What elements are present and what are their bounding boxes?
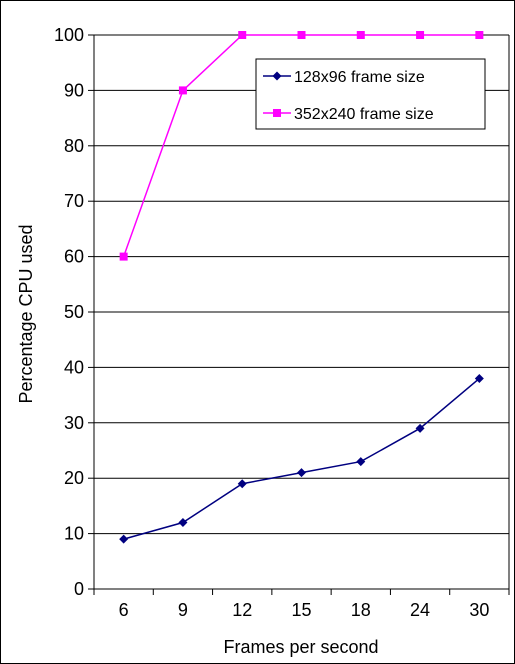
legend-box	[255, 58, 486, 130]
data-point	[297, 468, 306, 478]
data-point	[119, 252, 128, 261]
data-point	[119, 534, 129, 544]
y-tick-label: 40	[64, 357, 84, 377]
y-tick-label: 30	[64, 413, 84, 433]
x-tick-label: 30	[469, 600, 489, 620]
x-tick-label: 24	[410, 600, 430, 620]
y-tick-label: 70	[64, 191, 84, 211]
legend-swatch-marker	[273, 109, 281, 117]
data-point	[237, 479, 247, 489]
x-axis-title: Frames per second	[223, 637, 378, 657]
legend: 128x96 frame size 352x240 frame size	[255, 58, 486, 130]
y-axis-title: Percentage CPU used	[16, 224, 36, 403]
data-point	[356, 31, 365, 39]
axes	[88, 34, 510, 595]
x-tick-label: 15	[291, 600, 311, 620]
legend-swatch-marker	[272, 71, 282, 81]
series-line	[123, 377, 480, 540]
y-tick-label: 90	[64, 80, 84, 100]
y-tick-label: 10	[64, 524, 84, 544]
series-1	[119, 373, 484, 544]
legend-entry: 128x96 frame size	[294, 69, 425, 86]
data-point	[416, 31, 425, 39]
y-tick-label: 80	[64, 136, 84, 156]
series-group	[119, 31, 484, 544]
legend-entry: 352x240 frame size	[294, 106, 434, 123]
y-tick-labels: 0 10 20 30 40 50 60 70 80 90 100	[54, 25, 84, 599]
y-tick-label: 20	[64, 468, 84, 488]
data-point	[297, 31, 306, 39]
data-point	[178, 86, 187, 95]
data-point	[238, 31, 247, 39]
y-tick-label: 50	[64, 302, 84, 322]
y-tick-label: 60	[64, 247, 84, 267]
series-2	[119, 31, 484, 261]
x-tick-label: 18	[351, 600, 371, 620]
data-point	[356, 457, 366, 467]
y-tick-label: 0	[74, 579, 84, 599]
y-tick-label: 100	[54, 25, 84, 45]
x-tick-labels: 6 9 12 15 18 24 30	[119, 600, 490, 620]
x-tick-label: 6	[119, 600, 129, 620]
data-point	[178, 518, 188, 528]
data-point	[474, 373, 484, 383]
data-point	[475, 31, 484, 39]
x-tick-label: 12	[232, 600, 252, 620]
data-point	[415, 423, 425, 433]
x-tick-label: 9	[178, 600, 188, 620]
